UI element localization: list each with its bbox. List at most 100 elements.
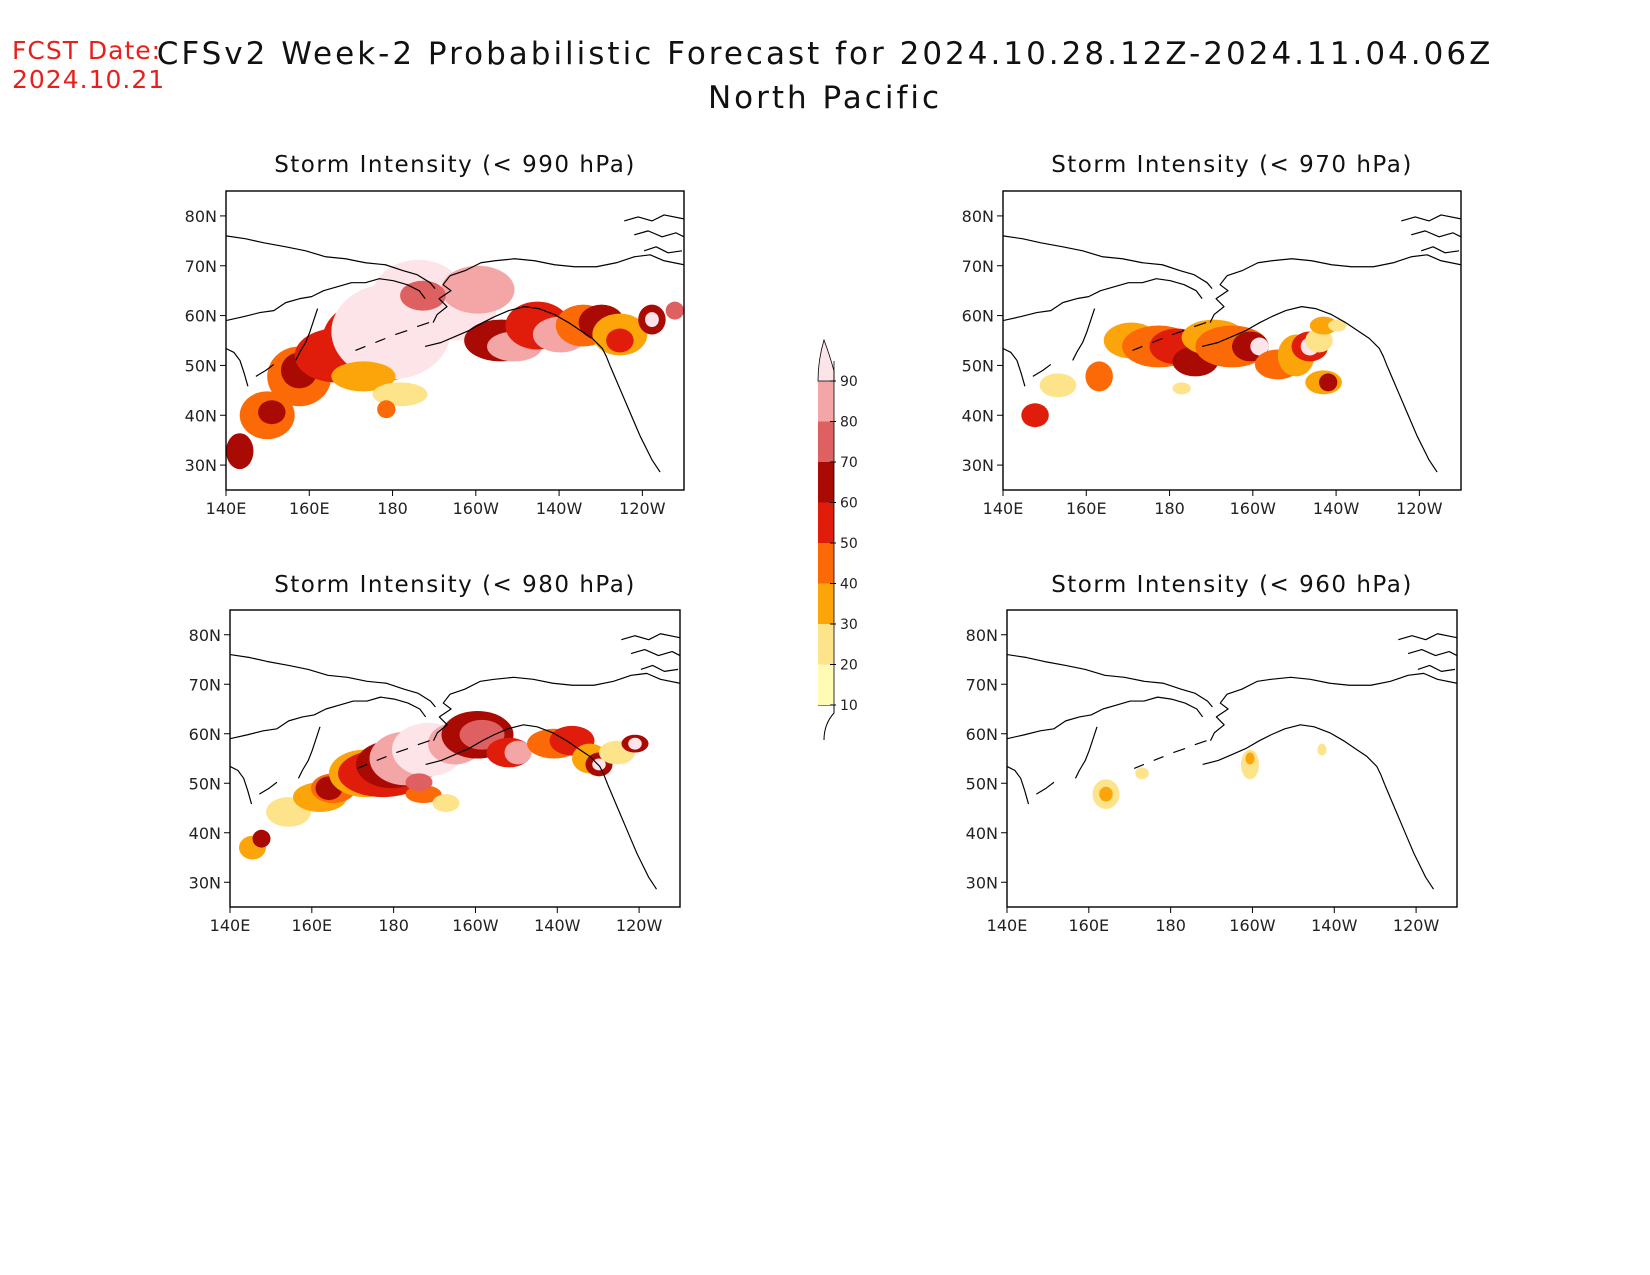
colorbar-segment [818,421,834,462]
coastline [1007,633,1457,890]
probability-contour [1250,337,1269,356]
lon-tick-label: 180 [1155,916,1186,935]
probability-contour [606,328,634,353]
lon-tick-label: 140E [206,499,247,518]
lat-tick-label: 60N [966,725,998,744]
colorbar-label: 90 [840,374,858,390]
colorbar-segment [818,543,834,584]
map-frame [225,190,685,491]
probability-contour [441,265,515,314]
probability-contour [331,361,396,392]
lat-tick-label: 60N [962,307,994,326]
probability-contour [1319,373,1338,392]
colorbar-segment [817,338,835,382]
forecast-date: FCST Date: 2024.10.21 [12,36,165,94]
colorbar-label: 20 [840,658,858,674]
title-line-1: CFSv2 Week-2 Probabilistic Forecast for … [156,36,1494,72]
forecast-date-label: FCST Date: [12,36,162,65]
lat-tick-label: 80N [189,626,221,645]
map-panel: 30N 40N 50N 60N 70N 80N 140E 160E 180 160W 140W 120… [966,609,1458,935]
lat-tick-label: 70N [966,675,998,694]
lat-tick-label: 60N [189,725,221,744]
colorbar-label: 30 [840,617,858,633]
lon-tick-label: 160E [289,499,330,518]
probability-contour [1021,403,1049,428]
lon-tick-label: 140W [534,916,581,935]
lon-tick-label: 140W [536,499,583,518]
map-frame [1002,190,1462,491]
lat-tick-label: 50N [185,356,217,375]
colorbar-segment [818,704,835,741]
probability-contour [1317,743,1327,756]
panel-title-960: Storm Intensity (< 960 hPa) [1051,572,1413,598]
probability-contour [432,794,460,812]
probability-contour [1309,316,1338,335]
lon-tick-label: 160W [1230,499,1277,518]
colorbar-segment [818,583,834,624]
probability-contour [1039,373,1077,398]
lat-tick-label: 80N [962,207,994,226]
lat-tick-label: 50N [189,774,221,793]
map-frame [229,609,681,908]
colorbar-label: 60 [840,496,858,512]
probability-contour [1172,382,1191,395]
probability-contour [1245,752,1255,765]
colorbar: 10 20 30 40 50 60 70 80 90 [817,338,858,741]
panel-title-970: Storm Intensity (< 970 hPa) [1051,152,1413,178]
forecast-date-value: 2024.10.21 [12,65,166,94]
colorbar-label: 50 [840,536,858,552]
probability-contour [226,433,254,470]
lat-tick-label: 50N [966,774,998,793]
probability-contour [1305,328,1333,353]
probability-contour [252,829,271,848]
panel-title-980: Storm Intensity (< 980 hPa) [274,572,636,598]
colorbar-segment [818,462,834,503]
probability-contour [665,301,684,320]
probability-contour [504,740,532,765]
lon-tick-label: 160W [452,916,499,935]
lat-tick-label: 60N [185,307,217,326]
probability-contour [377,400,396,419]
colorbar-label: 70 [840,455,858,471]
lon-tick-label: 140W [1313,499,1360,518]
panel-title-990: Storm Intensity (< 990 hPa) [274,152,636,178]
lat-tick-label: 30N [966,873,998,892]
lon-tick-label: 160E [291,916,332,935]
probability-contour [1085,361,1113,392]
lon-tick-label: 120W [619,499,666,518]
lat-tick-label: 70N [185,257,217,276]
lon-tick-label: 120W [1396,499,1443,518]
lat-tick-label: 30N [185,456,217,475]
lon-tick-label: 140E [987,916,1028,935]
lat-tick-label: 80N [966,626,998,645]
lon-tick-label: 160W [1229,916,1276,935]
probability-contour [1241,749,1259,780]
map-frame [1006,609,1458,908]
lat-tick-label: 40N [966,824,998,843]
lon-tick-label: 140E [983,499,1024,518]
lon-tick-label: 180 [377,499,408,518]
title-line-2: North Pacific [707,80,943,116]
lat-tick-label: 50N [962,356,994,375]
map-panel: 30N 40N 50N 60N 70N 80N 140E 160E 180 160W 140W 120… [189,609,681,935]
lat-tick-label: 40N [189,824,221,843]
lat-tick-label: 40N [185,406,217,425]
lat-tick-label: 70N [189,675,221,694]
colorbar-segment [818,624,834,665]
map-panels: 30N 40N 50N 60N 70N 80N 140E 160E 180 160W 140W 120… [185,190,1462,935]
lon-tick-label: 180 [378,916,409,935]
probability-contour [645,312,659,328]
probability-contour [405,773,433,792]
page-title: CFSv2 Week-2 Probabilistic Forecast for … [0,32,1650,120]
colorbar-label: 80 [840,415,858,431]
lon-tick-label: 160E [1066,499,1107,518]
probability-contour [1135,767,1149,780]
colorbar-segment [818,664,834,705]
lon-tick-label: 160W [453,499,500,518]
map-panel: 30N 40N 50N 60N 70N 80N 140E 160E 180 160W 140W 120… [185,190,685,518]
map-panel: 30N 40N 50N 60N 70N 80N 140E 160E 180 160W 140W 120… [962,190,1462,518]
lat-tick-label: 30N [962,456,994,475]
lon-tick-label: 140W [1311,916,1358,935]
lon-tick-label: 120W [616,916,663,935]
